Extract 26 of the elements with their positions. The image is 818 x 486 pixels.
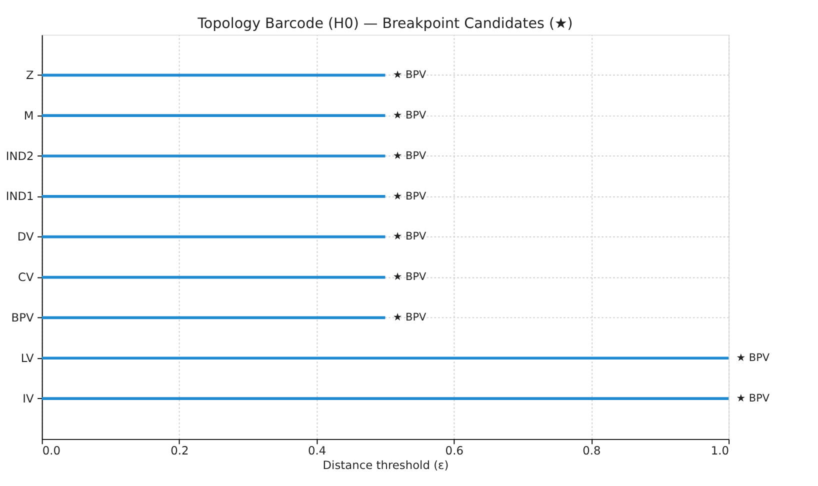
data-label: ★ BPV (392, 190, 427, 202)
y-tick-label: BPV (11, 310, 34, 324)
y-tick-label: IND2 (6, 148, 34, 163)
y-tick-label: IND1 (6, 189, 34, 204)
x-axis-title: Distance threshold (ε) (322, 458, 449, 472)
chart-title: Topology Barcode (H0) — Breakpoint Candidates (★) (196, 16, 573, 32)
data-label: ★ BPV (392, 69, 427, 81)
data-label: ★ BPV (736, 392, 770, 404)
y-tick-label: DV (17, 230, 34, 244)
x-tick-label: 1.0 (710, 444, 730, 458)
x-tick-label: 0.6 (445, 444, 464, 458)
data-label: ★ BPV (736, 352, 770, 364)
data-label: ★ BPV (392, 150, 427, 162)
data-label: ★ BPV (392, 271, 427, 284)
x-tick-label: 0.2 (170, 444, 189, 458)
data-label: ★ BPV (392, 230, 427, 243)
data-label: ★ BPV (392, 109, 427, 122)
y-tick-label: IV (22, 391, 34, 406)
data-label: ★ BPV (392, 312, 427, 324)
y-tick-label: CV (18, 270, 34, 284)
x-tick-label: 0.0 (42, 444, 60, 458)
x-tick-label: 0.8 (582, 444, 601, 458)
y-tick-label: M (24, 108, 34, 122)
x-tick-label: 0.4 (308, 444, 326, 458)
y-tick-label: Z (26, 68, 34, 82)
y-tick-label: LV (20, 350, 34, 365)
